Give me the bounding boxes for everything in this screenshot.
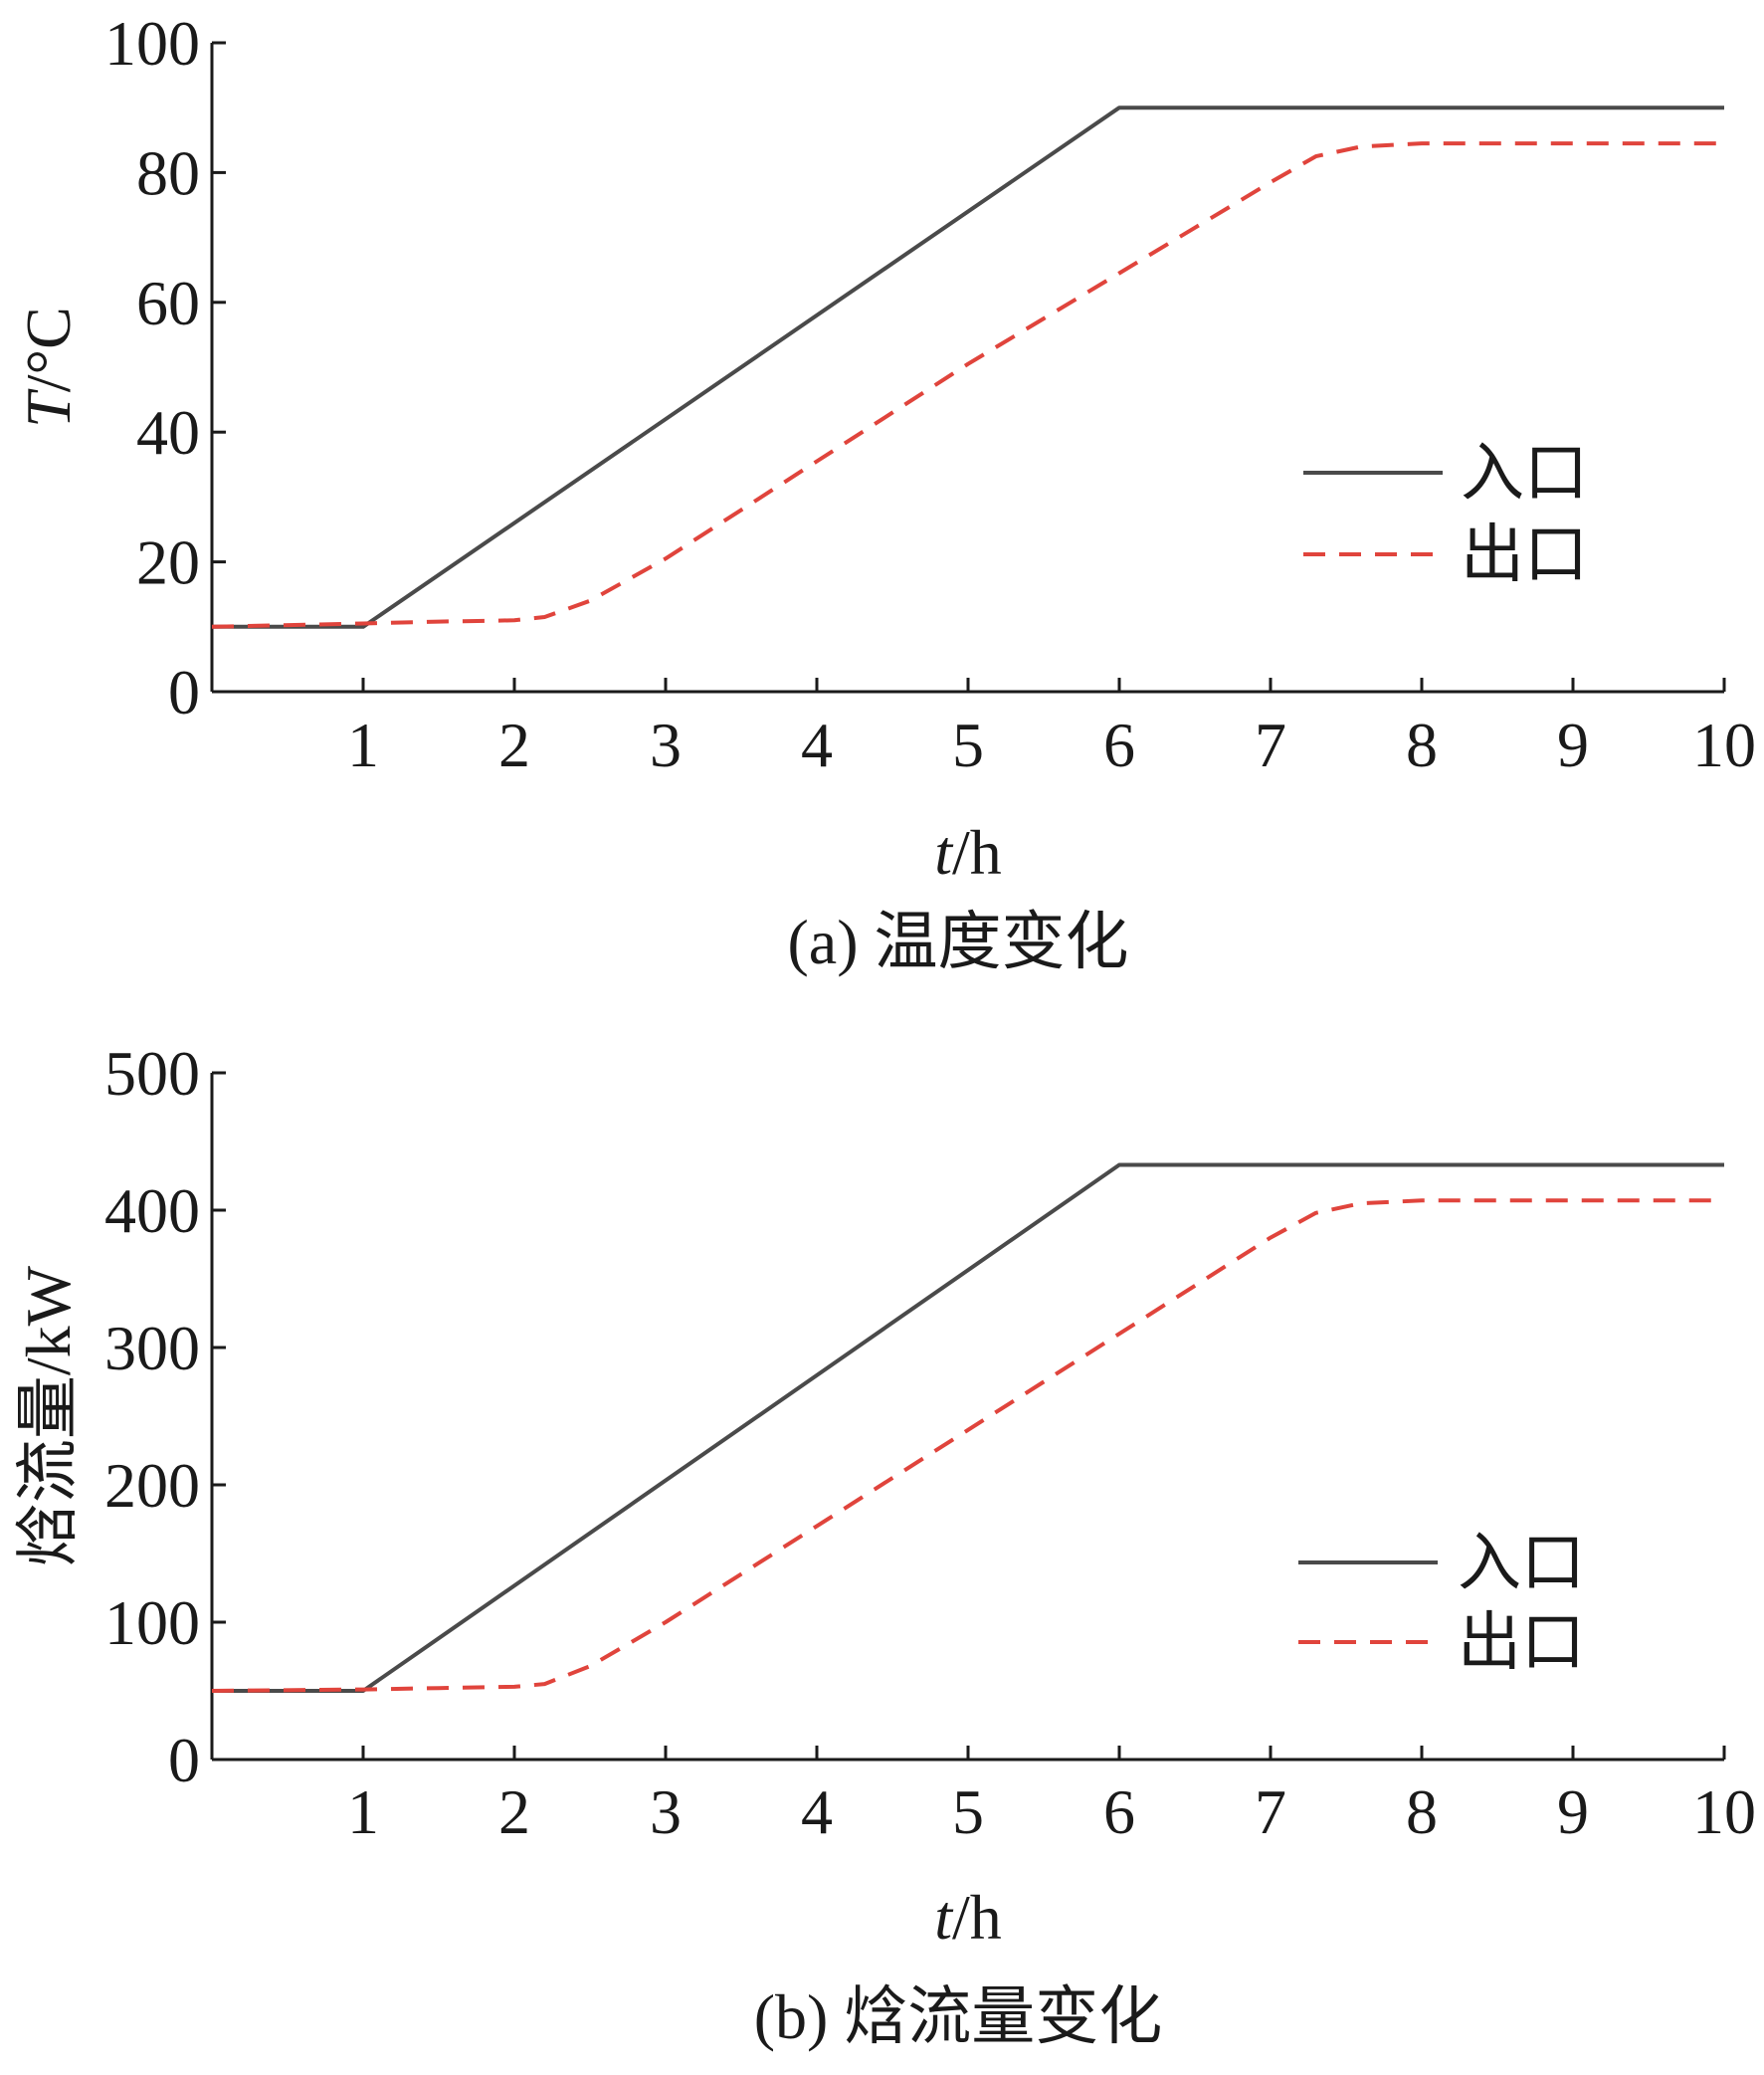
x-tick-label: 7 — [1255, 1776, 1286, 1847]
y-tick-label: 60 — [136, 268, 200, 338]
x-tick-label: 4 — [801, 1776, 833, 1847]
x-tick-label: 9 — [1557, 710, 1589, 780]
legend-label-outlet: 出口 — [1461, 519, 1588, 590]
y-tick-label: 500 — [104, 1038, 200, 1109]
legend-label-inlet: 入口 — [1461, 438, 1588, 509]
y-axis-label-variable: T — [13, 388, 84, 428]
x-axis-label-unit: /h — [952, 817, 1002, 888]
legend-label-outlet: 出口 — [1458, 1607, 1585, 1678]
series-line-outlet — [211, 1198, 1724, 1693]
y-axis-label-unit: /°C — [13, 307, 84, 392]
x-tick-label: 2 — [498, 1776, 530, 1847]
y-tick-label: 0 — [168, 1725, 200, 1795]
x-tick-label: 6 — [1103, 710, 1135, 780]
y-tick-label: 20 — [136, 527, 200, 598]
x-axis-label: t/h — [934, 1882, 1002, 1953]
legend-label-inlet: 入口 — [1458, 1528, 1585, 1598]
x-axis-label-variable: t — [934, 817, 954, 888]
figure-caption: (b) 焓流量变化 — [754, 1981, 1163, 2052]
x-tick-label: 4 — [801, 710, 833, 780]
x-tick-label: 8 — [1406, 710, 1438, 780]
x-axis-label-variable: t — [934, 1882, 954, 1953]
x-tick-label: 7 — [1255, 710, 1286, 780]
y-axis-label: 焓流量/kW — [13, 1265, 84, 1566]
y-tick-label: 400 — [104, 1175, 200, 1246]
x-tick-label: 1 — [347, 1776, 379, 1847]
figure-caption: (a) 温度变化 — [787, 907, 1128, 977]
x-tick-label: 2 — [498, 710, 530, 780]
x-tick-label: 9 — [1557, 1776, 1589, 1847]
x-tick-label: 3 — [650, 710, 682, 780]
chart-panel-b: 0 100 200 300 400 500 1 2 3 4 5 6 7 8 9 10 t/h 焓流量/kW 入口出口… — [13, 1038, 1756, 2052]
x-tick-label: 5 — [952, 710, 984, 780]
y-tick-label: 100 — [104, 1587, 200, 1658]
y-axis-label: T/°C — [13, 307, 84, 428]
series-line-outlet — [211, 141, 1724, 629]
y-tick-label: 100 — [104, 8, 200, 79]
y-axis-label-unit: 焓流量/kW — [13, 1265, 84, 1566]
x-axis-label: t/h — [934, 817, 1002, 888]
x-tick-label: 5 — [952, 1776, 984, 1847]
x-tick-label: 10 — [1692, 710, 1756, 780]
y-tick-label: 200 — [104, 1450, 200, 1521]
x-axis-label-unit: /h — [952, 1882, 1002, 1953]
y-tick-label: 300 — [104, 1313, 200, 1383]
x-tick-label: 6 — [1103, 1776, 1135, 1847]
x-tick-label: 10 — [1692, 1776, 1756, 1847]
y-tick-label: 80 — [136, 137, 200, 208]
x-tick-label: 1 — [347, 710, 379, 780]
y-tick-label: 0 — [168, 657, 200, 727]
x-tick-label: 3 — [650, 1776, 682, 1847]
y-tick-label: 40 — [136, 397, 200, 468]
x-tick-label: 8 — [1406, 1776, 1438, 1847]
